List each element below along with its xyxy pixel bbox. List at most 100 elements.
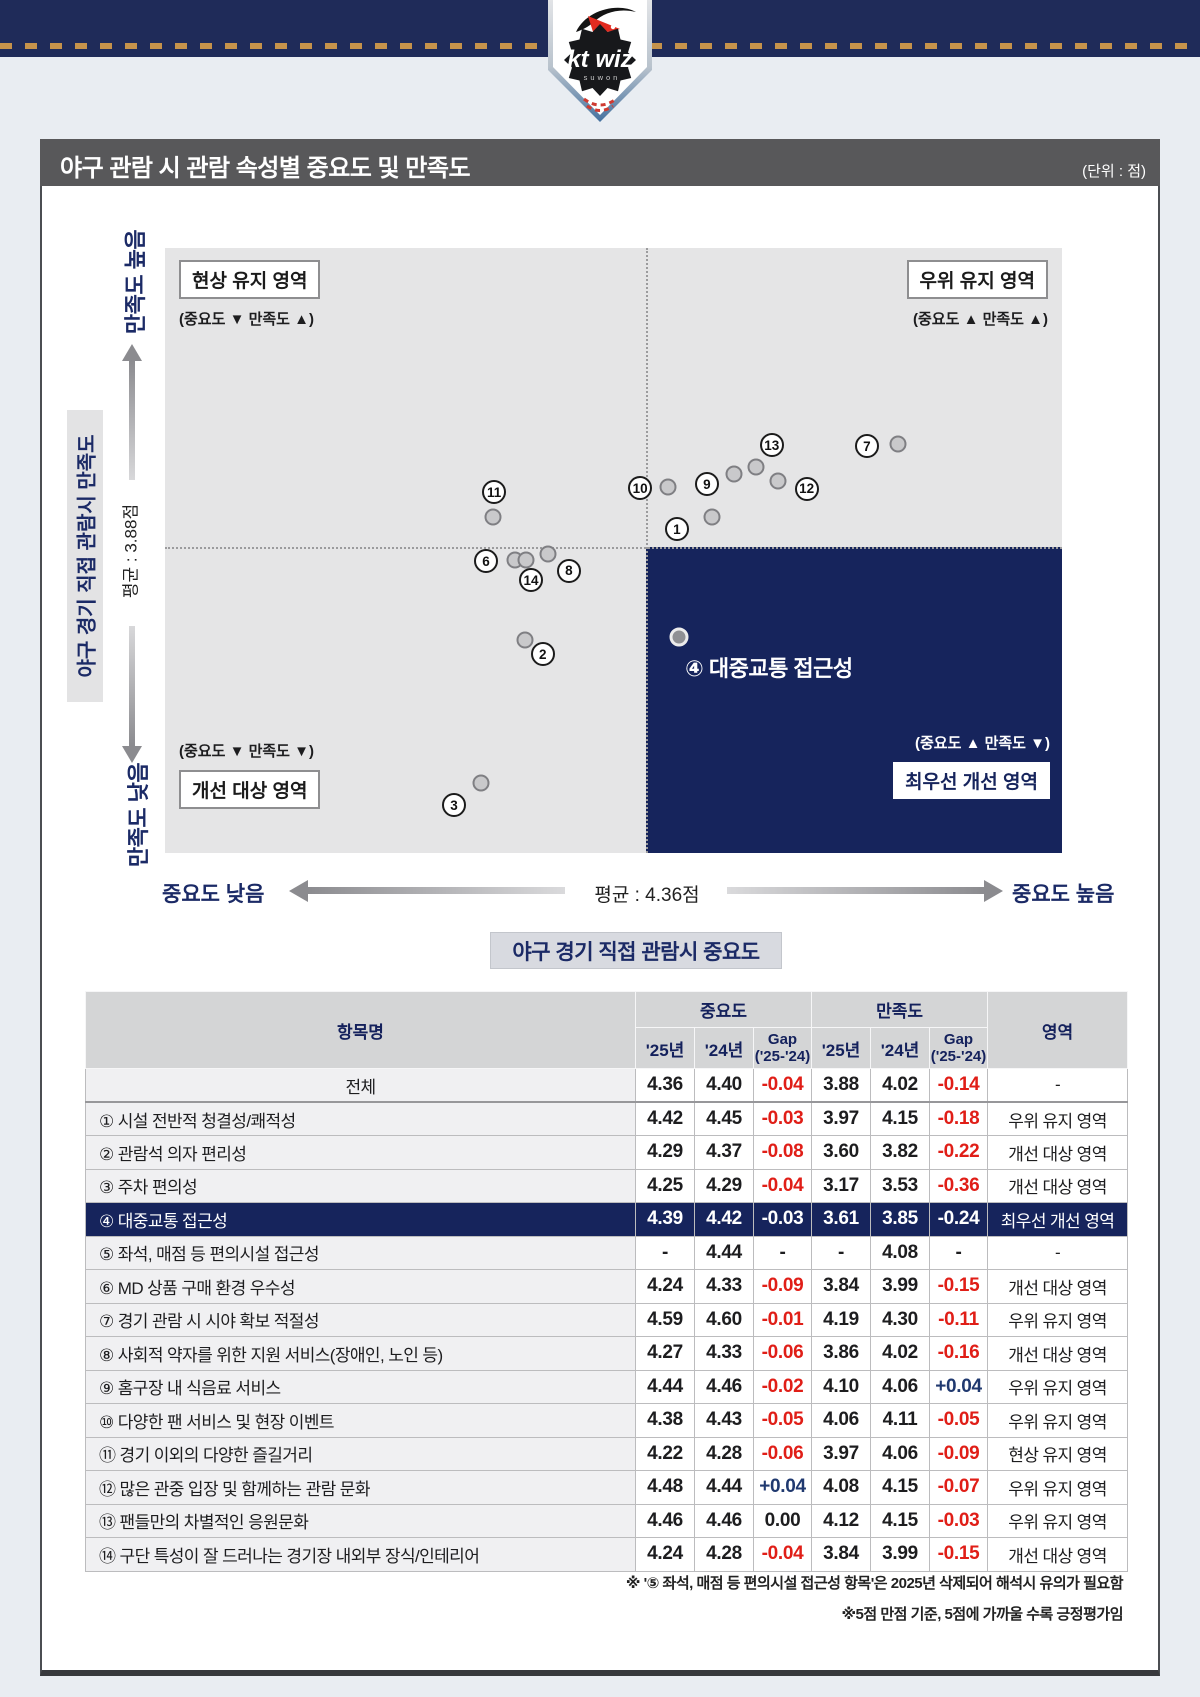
cell-sat-25: 4.10 bbox=[811, 1369, 872, 1404]
table-row: ① 시설 전반적 청결성/쾌적성 4.42 4.45 -0.03 3.97 4.15 -0.… bbox=[85, 1101, 1129, 1136]
cell-imp-gap: -0.04 bbox=[752, 1068, 813, 1103]
cell-imp-24: 4.37 bbox=[694, 1135, 754, 1170]
cell-imp-25: - bbox=[635, 1235, 695, 1270]
col-sat-24: '24년 bbox=[870, 1027, 931, 1069]
cell-item: ⑨ 홈구장 내 식음료 서비스 bbox=[85, 1369, 636, 1404]
cell-sat-gap: -0.22 bbox=[929, 1135, 989, 1170]
satisfaction-mean-line bbox=[165, 547, 1062, 550]
point-number-label-13: 13 bbox=[759, 433, 784, 458]
cell-area: 우위 유지 영역 bbox=[987, 1369, 1129, 1404]
table-row: 전체 4.36 4.40 -0.04 3.88 4.02 -0.14- bbox=[85, 1068, 1129, 1103]
cell-imp-gap: -0.02 bbox=[752, 1369, 813, 1404]
cell-area: 현상 유지 영역 bbox=[987, 1436, 1129, 1471]
cell-imp-25: 4.27 bbox=[635, 1336, 695, 1371]
logo-wordmark: kt wiz bbox=[567, 46, 632, 73]
arrow-right-bar bbox=[727, 887, 985, 894]
cell-sat-24: 3.82 bbox=[870, 1135, 931, 1170]
data-point-13 bbox=[747, 458, 765, 476]
unit-note: (단위 : 점) bbox=[1082, 163, 1146, 180]
cell-area: 개선 대상 영역 bbox=[987, 1135, 1129, 1170]
cell-imp-gap: -0.03 bbox=[752, 1101, 813, 1136]
cell-sat-25: 3.84 bbox=[811, 1537, 872, 1572]
cell-imp-gap: -0.06 bbox=[752, 1336, 813, 1371]
cell-item: ⑥ MD 상품 구매 환경 우수성 bbox=[85, 1269, 636, 1304]
cell-sat-gap: - bbox=[929, 1235, 989, 1270]
arrow-down-bar bbox=[129, 626, 135, 746]
cell-imp-24: 4.60 bbox=[694, 1302, 754, 1337]
cell-sat-25: 4.06 bbox=[811, 1403, 872, 1438]
cell-area: 개선 대상 영역 bbox=[987, 1269, 1129, 1304]
table-header: 항목명 중요도 만족도 영역 '25년 '24년 Gap ('25-'24) '2… bbox=[85, 991, 1129, 1069]
logo-city: suwon bbox=[584, 73, 621, 82]
table-row: ⑦ 경기 관람 시 시야 확보 적절성 4.59 4.60 -0.01 4.19 4.30… bbox=[85, 1302, 1129, 1337]
cell-imp-25: 4.46 bbox=[635, 1503, 695, 1538]
cell-imp-gap: -0.06 bbox=[752, 1436, 813, 1471]
data-point-3 bbox=[472, 774, 490, 792]
data-point-2 bbox=[516, 631, 534, 649]
cell-sat-25: 3.61 bbox=[811, 1202, 872, 1237]
cell-sat-25: 4.19 bbox=[811, 1302, 872, 1337]
cell-sat-25: 3.88 bbox=[811, 1068, 872, 1103]
cell-imp-25: 4.42 bbox=[635, 1101, 695, 1136]
table-row: ③ 주차 편의성 4.25 4.29 -0.04 3.17 3.53 -0.36 개선 대상 … bbox=[85, 1168, 1129, 1203]
cell-item: ⑭ 구단 특성이 잘 드러나는 경기장 내외부 장식/인테리어 bbox=[85, 1537, 636, 1572]
cell-area: 우위 유지 영역 bbox=[987, 1503, 1129, 1538]
table-row: ⑫ 많은 관중 입장 및 함께하는 관람 문화 4.48 4.44 +0.04 4.08… bbox=[85, 1470, 1129, 1505]
point-number-label-14: 14 bbox=[519, 568, 544, 593]
cell-imp-25: 4.38 bbox=[635, 1403, 695, 1438]
cell-imp-gap: 0.00 bbox=[752, 1503, 813, 1538]
col-sat-25: '25년 bbox=[811, 1027, 872, 1069]
cell-imp-25: 4.25 bbox=[635, 1168, 695, 1203]
col-item: 항목명 bbox=[85, 991, 636, 1069]
data-point-8 bbox=[539, 545, 557, 563]
cell-imp-24: 4.46 bbox=[694, 1503, 754, 1538]
arrow-up-bar bbox=[129, 360, 135, 480]
cell-sat-24: 3.99 bbox=[870, 1269, 931, 1304]
cell-imp-gap: -0.04 bbox=[752, 1537, 813, 1572]
cell-sat-25: - bbox=[811, 1235, 872, 1270]
cell-sat-24: 3.99 bbox=[870, 1537, 931, 1572]
table-row: ⑭ 구단 특성이 잘 드러나는 경기장 내외부 장식/인테리어 4.24 4.28-… bbox=[85, 1537, 1129, 1572]
col-satisfaction-group: 만족도 bbox=[811, 991, 989, 1028]
cell-sat-gap: -0.11 bbox=[929, 1302, 989, 1337]
arrow-up-icon bbox=[122, 344, 142, 361]
cell-sat-25: 3.84 bbox=[811, 1269, 872, 1304]
cell-sat-25: 4.12 bbox=[811, 1503, 872, 1538]
point-number-label-12: 12 bbox=[794, 476, 819, 501]
table-row: ⑬ 팬들만의 차별적인 응원문화 4.46 4.46 0.00 4.12 4.15 -0.0… bbox=[85, 1503, 1129, 1538]
cell-item: ⑫ 많은 관중 입장 및 함께하는 관람 문화 bbox=[85, 1470, 636, 1505]
cell-sat-24: 4.02 bbox=[870, 1068, 931, 1103]
cell-item: ⑩ 다양한 팬 서비스 및 현장 이벤트 bbox=[85, 1403, 636, 1438]
cell-imp-gap: -0.04 bbox=[752, 1168, 813, 1203]
cell-sat-gap: -0.14 bbox=[929, 1068, 989, 1103]
table-row: ⑥ MD 상품 구매 환경 우수성 4.24 4.33 -0.09 3.84 3.99 -0… bbox=[85, 1269, 1129, 1304]
point-number-label-10: 10 bbox=[628, 476, 653, 501]
cell-sat-24: 4.15 bbox=[870, 1503, 931, 1538]
cell-sat-24: 4.15 bbox=[870, 1101, 931, 1136]
cell-imp-24: 4.28 bbox=[694, 1537, 754, 1572]
cell-sat-gap: -0.09 bbox=[929, 1436, 989, 1471]
cell-item: ⑪ 경기 이외의 다양한 즐길거리 bbox=[85, 1436, 636, 1471]
cell-imp-25: 4.59 bbox=[635, 1302, 695, 1337]
baseball-stitch-icon bbox=[583, 97, 617, 107]
cell-sat-gap: -0.15 bbox=[929, 1269, 989, 1304]
quadrant-top-right-box: 우위 유지 영역 bbox=[906, 260, 1048, 299]
cell-imp-24: 4.43 bbox=[694, 1403, 754, 1438]
cell-sat-gap: +0.04 bbox=[929, 1369, 989, 1404]
point-number-label-2: 2 bbox=[530, 642, 555, 667]
quadrant-bottom-right-box: 최우선 개선 영역 bbox=[893, 762, 1050, 799]
baseball-stitch-icon bbox=[586, 104, 614, 112]
cell-sat-gap: -0.15 bbox=[929, 1537, 989, 1572]
table-row: ⑩ 다양한 팬 서비스 및 현장 이벤트 4.38 4.43 -0.05 4.06 4.1… bbox=[85, 1403, 1129, 1438]
cell-sat-24: 4.02 bbox=[870, 1336, 931, 1371]
ipa-table: 항목명 중요도 만족도 영역 '25년 '24년 Gap ('25-'24) '2… bbox=[85, 991, 1129, 1572]
cell-item: ③ 주차 편의성 bbox=[85, 1168, 636, 1203]
col-imp-25: '25년 bbox=[635, 1027, 695, 1069]
cell-imp-gap: +0.04 bbox=[752, 1470, 813, 1505]
cell-item: ⑤ 좌석, 매점 등 편의시설 접근성 bbox=[85, 1235, 636, 1270]
cell-imp-24: 4.45 bbox=[694, 1101, 754, 1136]
page-title: 야구 관람 시 관람 속성별 중요도 및 만족도 bbox=[60, 155, 471, 182]
cell-item: 전체 bbox=[85, 1068, 636, 1103]
quadrant-top-right-hint: (중요도 ▲ 만족도 ▲) bbox=[913, 311, 1048, 328]
data-point-14 bbox=[517, 551, 535, 569]
